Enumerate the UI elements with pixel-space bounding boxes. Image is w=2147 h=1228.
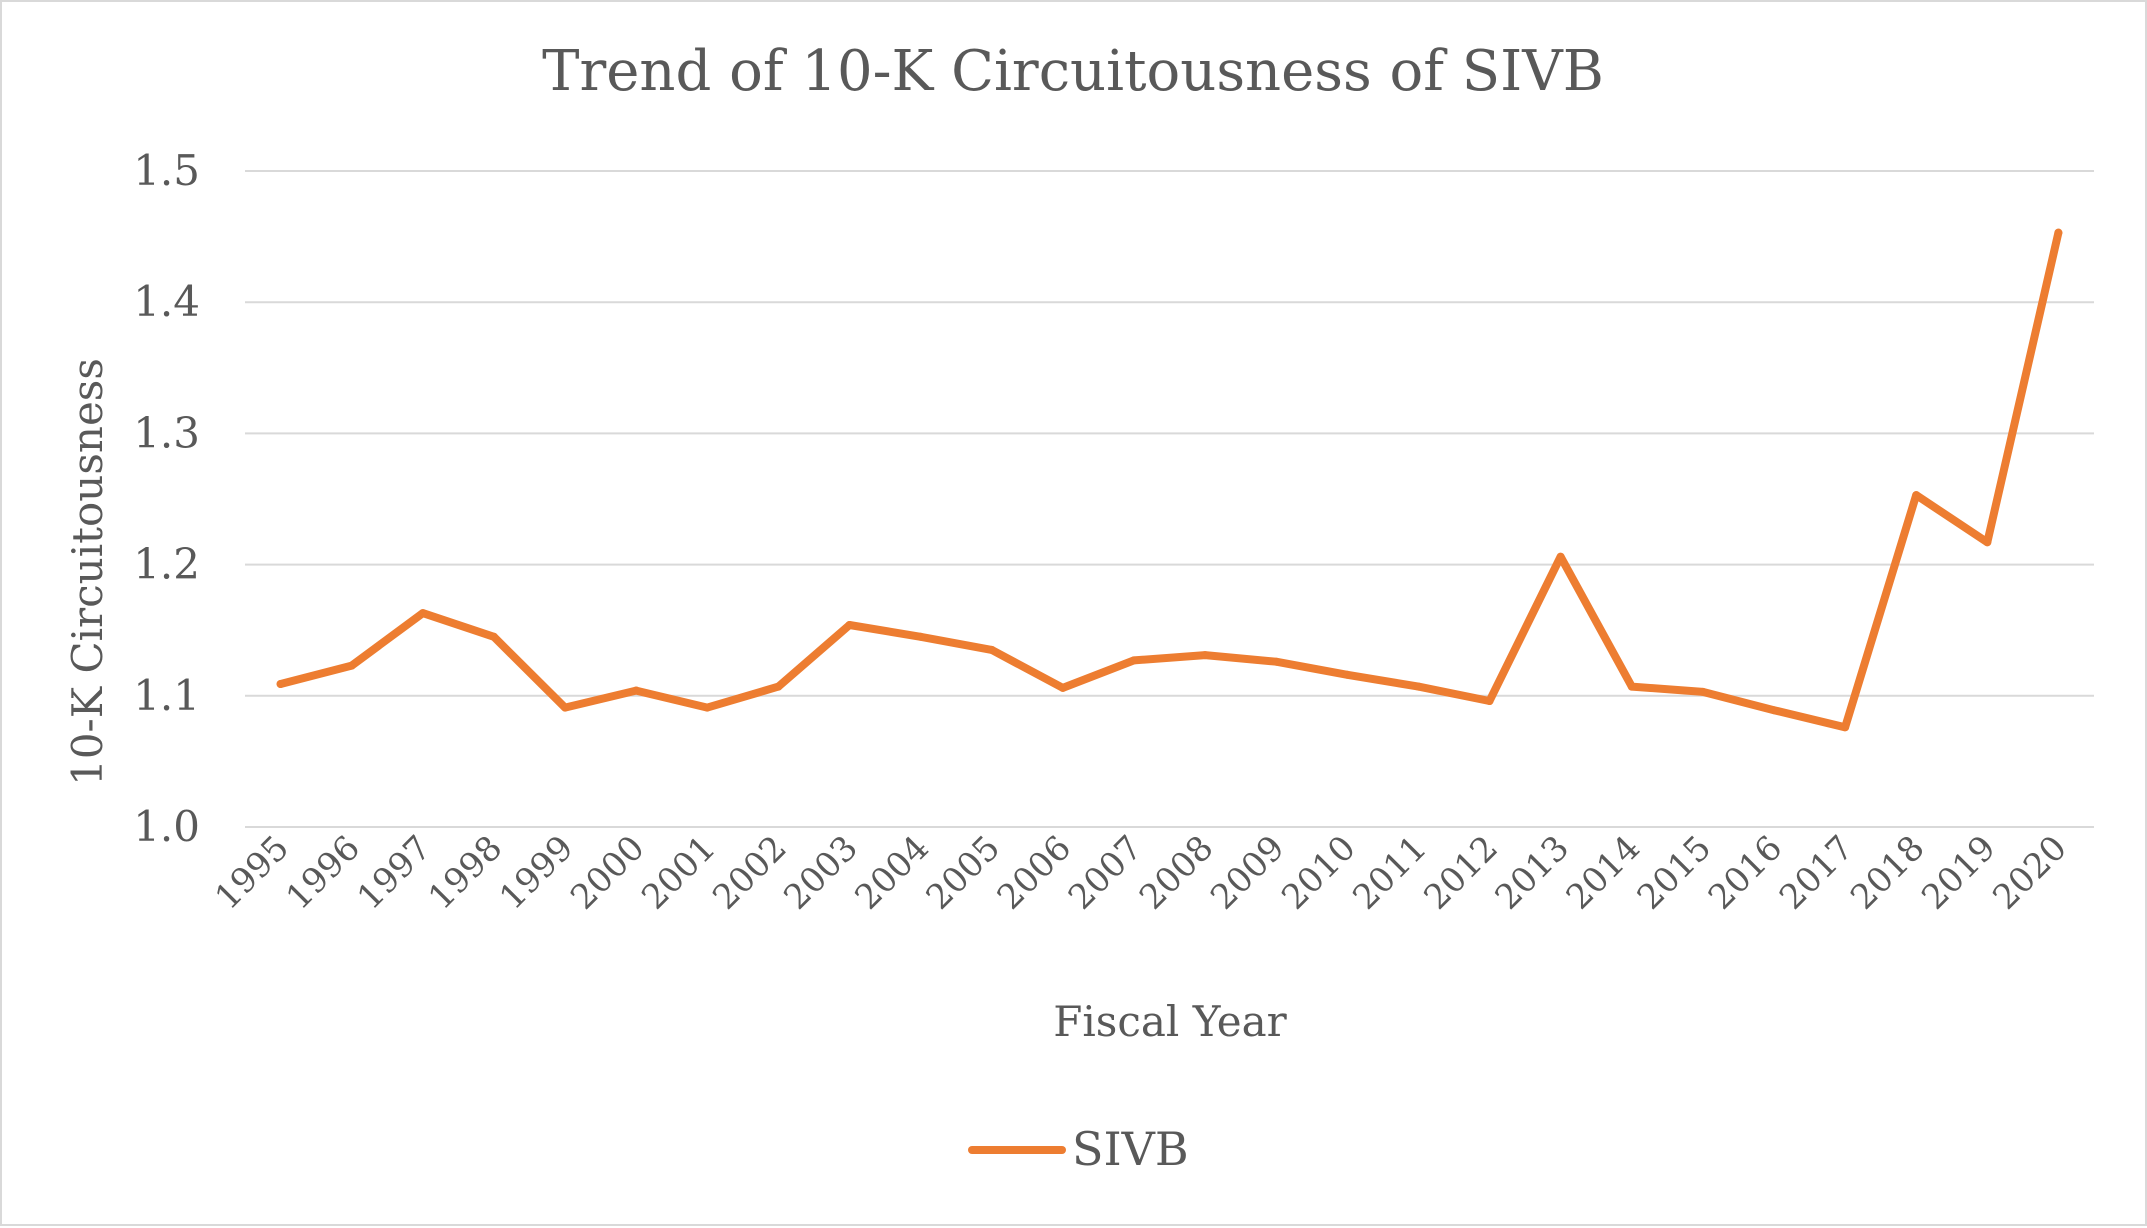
- y-tick-label: 1.1: [133, 671, 200, 720]
- data-point: [1556, 552, 1565, 561]
- y-axis-ticks: 1.0 1.1 1.2 1.3 1.4 1.5: [133, 146, 200, 851]
- x-tick-label: 2015: [1630, 828, 1719, 917]
- x-tick-label: 2020: [1985, 828, 2074, 917]
- legend: SIVB: [968, 1122, 1189, 1176]
- y-tick-label: 1.4: [133, 277, 200, 326]
- data-point: [1343, 670, 1352, 679]
- x-axis-title: Fiscal Year: [1053, 997, 1287, 1046]
- y-axis-title: 10-K Circuitousness: [63, 358, 112, 786]
- data-point: [1129, 656, 1138, 665]
- data-point: [916, 632, 925, 641]
- x-tick-label: 2000: [563, 828, 652, 917]
- y-tick-label: 1.0: [133, 802, 200, 851]
- x-tick-label: 2018: [1843, 828, 1932, 917]
- data-point: [1627, 682, 1636, 691]
- x-tick-label: 2005: [919, 828, 1008, 917]
- data-point: [1983, 538, 1992, 547]
- x-tick-label: 2007: [1061, 828, 1150, 917]
- y-tick-label: 1.2: [133, 540, 200, 589]
- data-point: [1201, 651, 1210, 660]
- x-tick-label: 2006: [990, 828, 1079, 917]
- data-point: [1912, 491, 1921, 500]
- x-tick-label: 1998: [421, 828, 510, 917]
- data-point: [489, 632, 498, 641]
- data-point: [1769, 706, 1778, 715]
- data-point: [632, 686, 641, 695]
- data-point: [347, 661, 356, 670]
- data-point: [1841, 723, 1850, 732]
- x-axis-ticks: 1995199619971998199920002001200220032004…: [207, 828, 2074, 917]
- x-tick-label: 2001: [634, 828, 723, 917]
- x-tick-label: 2011: [1345, 828, 1434, 917]
- data-point: [1272, 657, 1281, 666]
- chart-title: Trend of 10-K Circuitousness of SIVB: [542, 39, 1604, 104]
- data-point: [276, 679, 285, 688]
- data-point: [561, 703, 570, 712]
- data-point: [418, 609, 427, 618]
- data-point: [703, 703, 712, 712]
- x-tick-label: 2012: [1416, 828, 1505, 917]
- legend-label-sivb: SIVB: [1072, 1122, 1189, 1176]
- data-point: [1485, 697, 1494, 706]
- x-tick-label: 2014: [1559, 828, 1648, 917]
- x-tick-label: 1999: [492, 828, 581, 917]
- data-point: [1698, 687, 1707, 696]
- data-point: [845, 620, 854, 629]
- gridlines: [245, 170, 2094, 828]
- x-tick-label: 2002: [705, 828, 794, 917]
- x-tick-label: 2004: [847, 828, 936, 917]
- x-tick-label: 1996: [279, 828, 368, 917]
- y-tick-label: 1.5: [133, 146, 200, 195]
- data-point: [1414, 682, 1423, 691]
- x-tick-label: 2010: [1274, 828, 1363, 917]
- data-point: [774, 682, 783, 691]
- data-point: [1058, 683, 1067, 692]
- x-tick-label: 2003: [776, 828, 865, 917]
- data-point: [987, 645, 996, 654]
- x-tick-label: 1997: [350, 828, 439, 917]
- x-tick-label: 1995: [207, 828, 296, 917]
- data-point: [2054, 228, 2063, 237]
- x-tick-label: 2017: [1772, 828, 1861, 917]
- series-line-sivb: [276, 228, 2063, 732]
- x-tick-label: 2008: [1132, 828, 1221, 917]
- series-layer: [276, 228, 2063, 732]
- x-tick-label: 2019: [1914, 828, 2003, 917]
- y-tick-label: 1.3: [133, 408, 200, 457]
- x-tick-label: 2016: [1701, 828, 1790, 917]
- x-tick-label: 2009: [1203, 828, 1292, 917]
- x-tick-label: 2013: [1488, 828, 1577, 917]
